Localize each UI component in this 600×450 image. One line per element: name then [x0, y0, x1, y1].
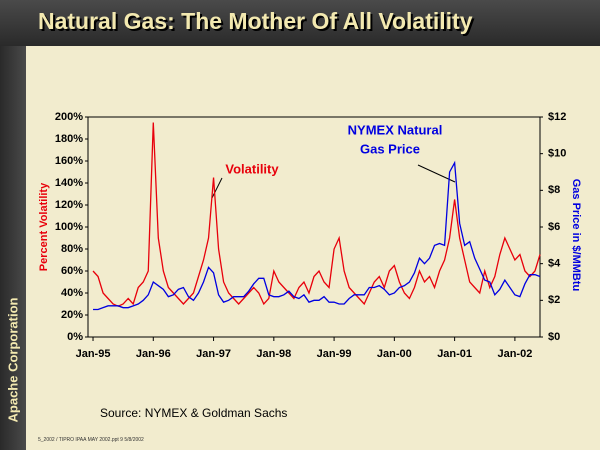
x-tick-label: Jan-98 — [256, 348, 291, 360]
y-tick-label: 140% — [55, 177, 83, 189]
series-line — [93, 160, 541, 311]
x-tick-label: Jan-97 — [196, 348, 231, 360]
slide-title: Natural Gas: The Mother Of All Volatilit… — [38, 8, 473, 34]
y-tick-label: 40% — [61, 287, 83, 299]
y2-tick-label: $6 — [548, 221, 560, 233]
x-tick-label: Jan-96 — [136, 348, 171, 360]
x-tick-label: Jan-01 — [437, 348, 472, 360]
annotation: Volatility — [225, 161, 279, 176]
y-tick-label: 200% — [55, 111, 83, 123]
y2-tick-label: $12 — [548, 111, 566, 123]
series-line — [92, 122, 541, 307]
y-axis-label: Percent Volatility — [38, 182, 50, 271]
y2-tick-label: $10 — [548, 148, 566, 160]
x-tick-label: Jan-99 — [317, 348, 352, 360]
x-tick-label: Jan-00 — [377, 348, 412, 360]
x-tick-label: Jan-95 — [76, 348, 111, 360]
arrow — [211, 177, 223, 199]
side-bar — [0, 46, 26, 450]
y-tick-label: 80% — [61, 243, 83, 255]
y2-tick-label: $4 — [548, 258, 561, 270]
annotation: NYMEX Natural — [348, 122, 443, 137]
y-tick-label: 120% — [55, 199, 83, 211]
y-tick-label: 160% — [55, 155, 83, 167]
source-note: Source: NYMEX & Goldman Sachs — [100, 406, 288, 420]
y-tick-label: 180% — [55, 133, 83, 145]
y2-tick-label: $2 — [548, 294, 560, 306]
y-tick-label: 20% — [61, 309, 83, 321]
title-bar — [0, 0, 600, 46]
footer-note: 5_2002 / TIPRO IPAA MAY 2002.ppt 9 5/8/2… — [38, 437, 144, 443]
x-tick-label: Jan-02 — [497, 348, 532, 360]
y2-axis-label: Gas Price in $/MMBtu — [570, 179, 582, 291]
plot-area — [87, 116, 541, 338]
y-tick-label: 0% — [67, 331, 83, 343]
y-tick-label: 100% — [55, 221, 83, 233]
y2-tick-label: $8 — [548, 184, 560, 196]
annotation: Gas Price — [360, 141, 420, 156]
y2-tick-label: $0 — [548, 331, 560, 343]
y-tick-label: 60% — [61, 265, 83, 277]
